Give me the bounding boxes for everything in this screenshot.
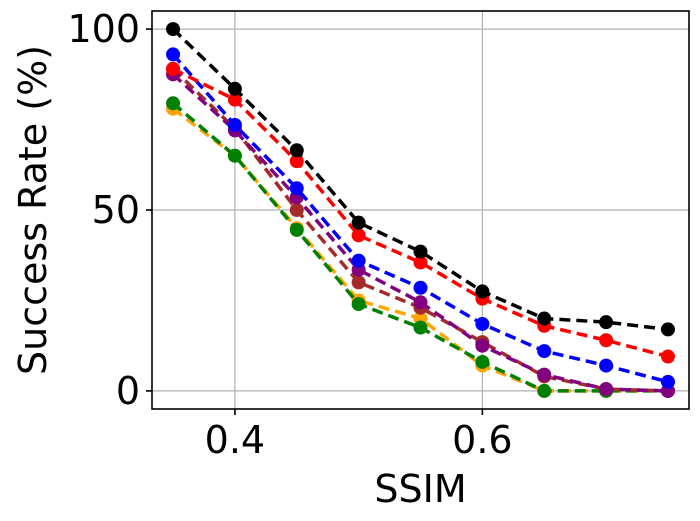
series-layer bbox=[166, 22, 675, 398]
data-point bbox=[289, 222, 304, 237]
y-axis-label: Success Rate (%) bbox=[11, 45, 55, 375]
data-point bbox=[660, 349, 675, 364]
data-point bbox=[351, 253, 366, 268]
data-point bbox=[227, 92, 242, 107]
x-tick-label: 0.6 bbox=[452, 418, 512, 462]
data-point bbox=[227, 117, 242, 132]
plot-frame bbox=[151, 10, 690, 410]
data-point bbox=[413, 280, 428, 295]
data-point bbox=[599, 315, 614, 330]
data-point bbox=[289, 181, 304, 196]
data-point bbox=[166, 61, 181, 76]
data-point bbox=[289, 203, 304, 217]
data-point bbox=[227, 81, 242, 96]
data-point bbox=[166, 22, 181, 37]
y-tick-label: 0 bbox=[116, 369, 140, 413]
data-point bbox=[289, 154, 304, 169]
data-point bbox=[599, 382, 614, 397]
data-point bbox=[599, 358, 614, 373]
series-line bbox=[172, 67, 669, 359]
series-line bbox=[171, 27, 669, 332]
data-point bbox=[475, 316, 490, 331]
ticks: 0.4 0.6 0 50 100 bbox=[67, 7, 512, 462]
data-point bbox=[599, 333, 614, 348]
y-tick-label: 50 bbox=[92, 188, 140, 232]
data-point bbox=[351, 275, 366, 290]
data-point bbox=[289, 143, 304, 158]
series-2 bbox=[166, 61, 675, 398]
data-point bbox=[351, 215, 366, 230]
data-point bbox=[537, 311, 552, 326]
y-tick-label: 100 bbox=[67, 7, 140, 51]
data-point bbox=[413, 295, 428, 310]
series-line bbox=[171, 67, 669, 393]
series-4 bbox=[166, 47, 675, 389]
data-point bbox=[351, 297, 366, 312]
data-point bbox=[660, 322, 675, 337]
data-point bbox=[413, 244, 428, 259]
data-point bbox=[166, 96, 181, 111]
data-point bbox=[537, 367, 552, 382]
data-point bbox=[475, 354, 490, 369]
data-point bbox=[413, 255, 428, 270]
x-tick-label: 0.4 bbox=[205, 418, 265, 462]
series-3 bbox=[166, 67, 675, 398]
data-point bbox=[537, 383, 552, 398]
grid bbox=[152, 11, 689, 409]
series-line bbox=[171, 73, 669, 393]
data-point bbox=[475, 284, 490, 299]
data-point bbox=[475, 338, 490, 353]
data-point bbox=[413, 320, 428, 335]
data-point bbox=[227, 148, 242, 163]
x-axis-label: SSIM bbox=[374, 467, 466, 511]
series-5 bbox=[166, 61, 675, 364]
series-6 bbox=[166, 22, 675, 337]
data-point bbox=[537, 344, 552, 359]
data-point bbox=[660, 374, 675, 389]
data-point bbox=[351, 228, 366, 243]
data-point bbox=[166, 47, 181, 62]
